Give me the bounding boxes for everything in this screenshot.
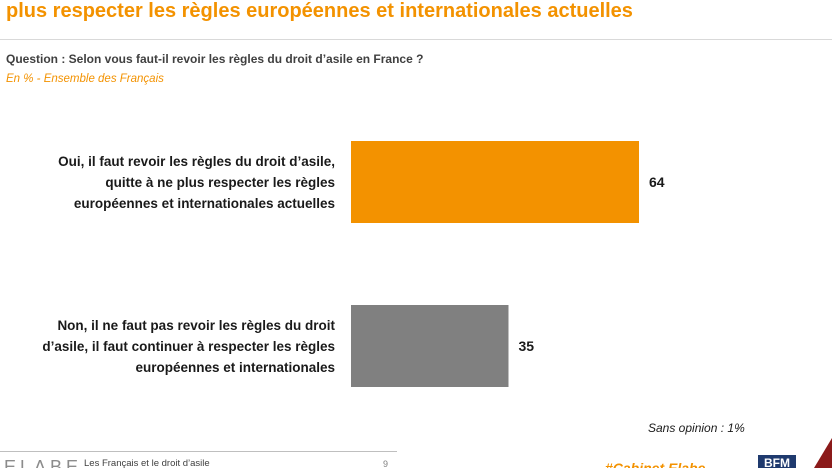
category-label-line: Oui, il faut revoir les règles du droit … (58, 154, 335, 169)
page-title: plus respecter les règles européennes et… (6, 0, 633, 22)
category-label-line: quitte à ne plus respecter les règles (105, 175, 335, 190)
category-label-line: Non, il ne faut pas revoir les règles du… (57, 318, 335, 333)
footer-text: Les Français et le droit d’asile (84, 458, 210, 468)
bar-1 (351, 305, 509, 387)
elabe-logo: ELABE (4, 457, 83, 468)
category-label-0: Oui, il faut revoir les règles du droit … (58, 154, 335, 211)
footer-divider (0, 451, 397, 452)
bar-chart: 64 Oui, il faut revoir les règles du droi… (42, 141, 665, 387)
value-label-1: 35 (519, 338, 535, 354)
survey-question: Question : Selon vous faut-il revoir les… (6, 52, 424, 66)
no-opinion-note: Sans opinion : 1% (648, 421, 745, 435)
value-label-0: 64 (649, 174, 665, 190)
category-label-1: Non, il ne faut pas revoir les règles du… (42, 318, 335, 375)
survey-subtitle: En % - Ensemble des Français (6, 73, 164, 85)
footer-hashtag: #Cabinet Elabe (605, 460, 706, 468)
category-label-line: européennes et internationales actuelles (74, 196, 335, 211)
corner-decoration (814, 438, 832, 468)
category-label-line: européennes et internationales (135, 360, 335, 375)
bar-0 (351, 141, 639, 223)
category-label-line: d’asile, il faut continuer à respecter l… (42, 339, 335, 354)
bfm-logo: BFM (758, 455, 796, 468)
page-number: 9 (383, 459, 389, 468)
header-divider (0, 39, 832, 40)
